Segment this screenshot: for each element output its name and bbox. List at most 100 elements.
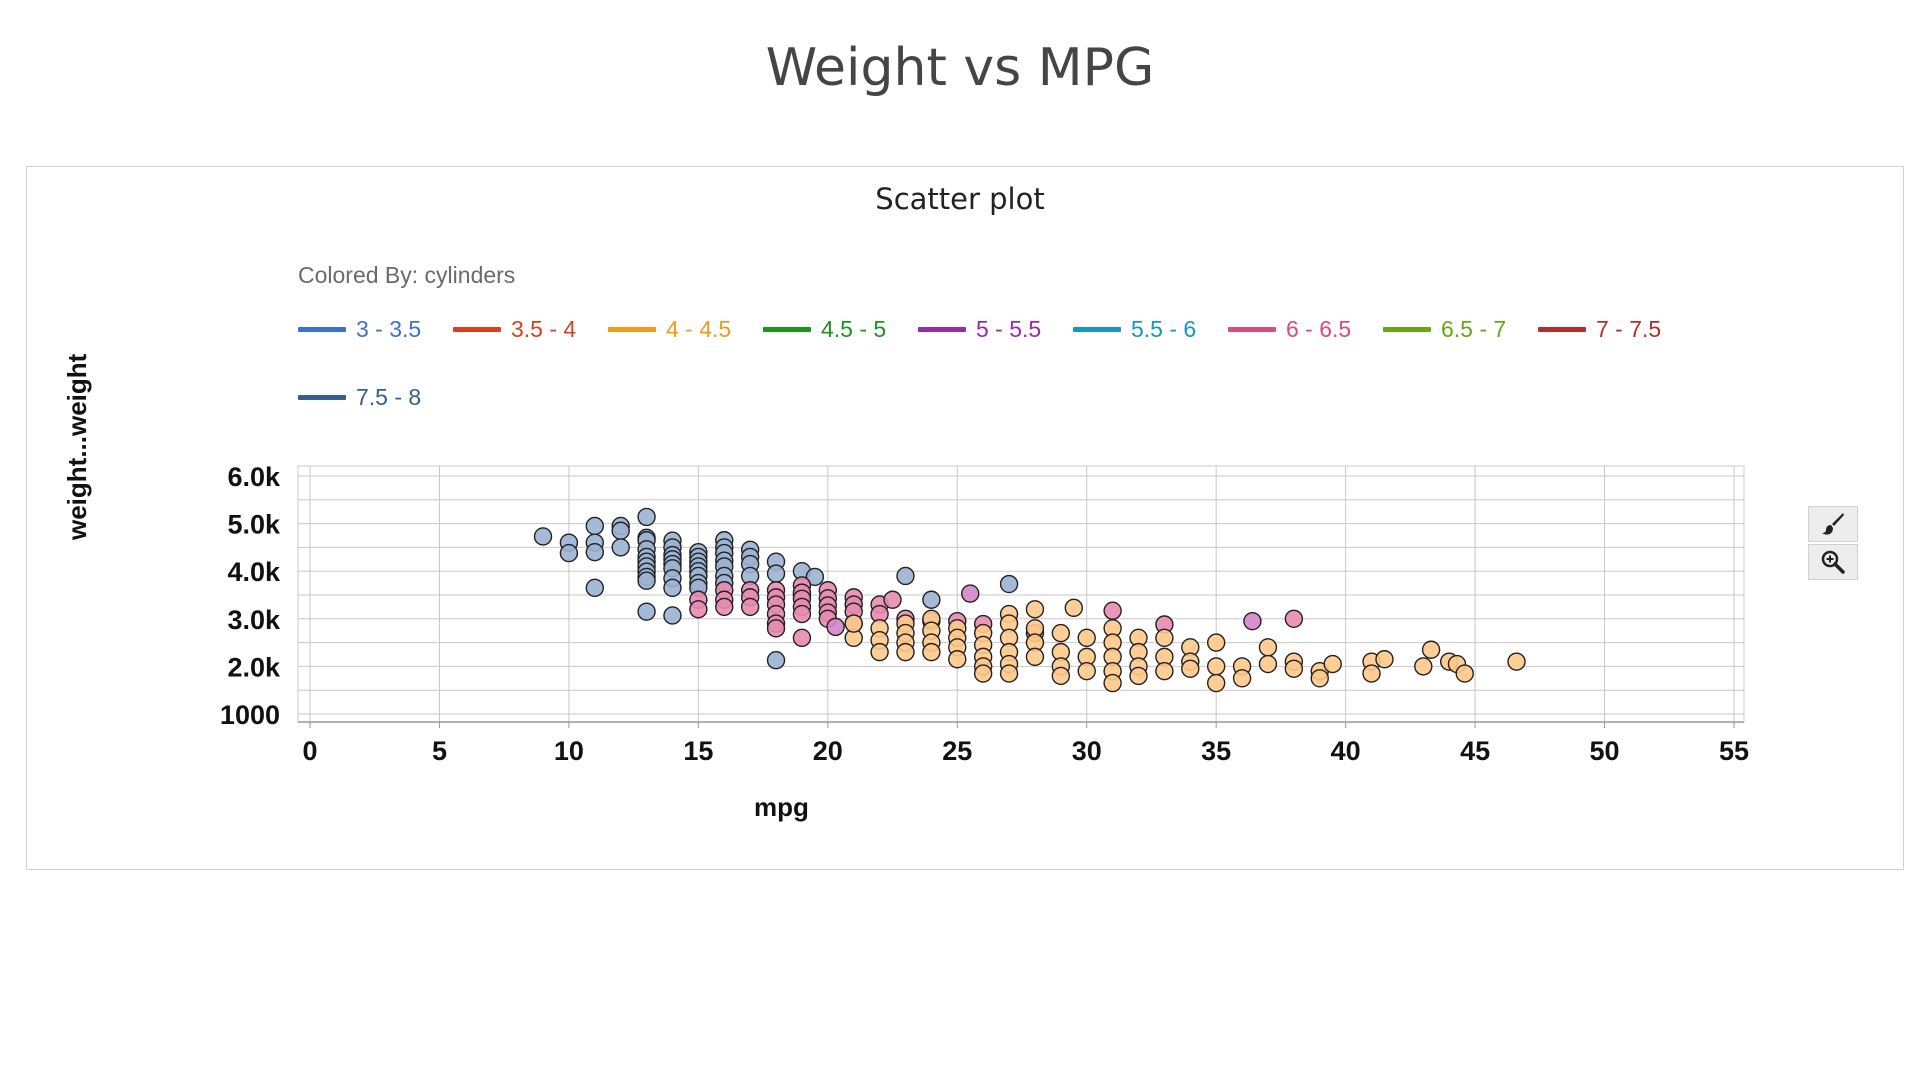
legend-swatch [608,327,656,332]
data-point [999,574,1019,594]
data-point [792,604,812,624]
data-point [585,578,604,598]
legend-label: 4 - 4.5 [666,316,732,342]
data-point [533,527,553,546]
legend-item[interactable]: 5 - 5.5 [918,316,1041,343]
data-point [844,614,863,633]
data-point [1181,659,1200,678]
data-point [999,664,1019,683]
y-tick-label: 3.0k [227,605,281,635]
data-point [1310,669,1329,688]
page-title: Weight vs MPG [765,38,1155,98]
data-point [896,642,915,662]
x-tick-label: 25 [942,736,972,766]
legend-item[interactable]: 7.5 - 8 [298,384,421,411]
legend-swatch [918,327,966,332]
plot-area [297,465,1745,723]
x-tick-label: 5 [432,736,447,766]
data-point [559,543,579,563]
x-tick-label: 0 [302,736,317,766]
data-point [792,628,812,648]
data-point [1206,673,1226,693]
legend-item[interactable]: 7 - 7.5 [1538,316,1661,343]
x-tick-label: 45 [1460,736,1490,766]
data-point [1155,628,1174,648]
chart-toolbar [1808,506,1858,582]
chart-panel [26,166,1904,870]
data-point [1284,659,1304,678]
data-point [1243,611,1262,631]
legend-title: Colored By: cylinders [298,262,516,288]
x-axis-label: mpg [754,792,809,822]
data-point [585,542,604,562]
legend-label: 7.5 - 8 [356,384,422,410]
data-point [611,521,630,540]
legend-item[interactable]: 6.5 - 7 [1383,316,1506,343]
legend-item[interactable]: 6 - 6.5 [1228,316,1351,343]
data-point [766,651,786,670]
points [533,507,1526,693]
legend-swatch [1383,327,1431,332]
legend-label: 3 - 3.5 [356,316,422,342]
legend-label: 7 - 7.5 [1596,316,1662,342]
x-tick-label: 30 [1072,736,1102,766]
grid [297,465,1745,723]
legend-swatch [1228,327,1276,332]
data-point [1206,633,1226,652]
data-point [637,602,656,621]
data-point [1507,652,1526,671]
data-point [1103,673,1122,693]
x-tick-label: 40 [1331,736,1361,766]
data-point [1323,654,1342,674]
data-point [973,664,993,683]
data-point [961,584,980,603]
data-point [1421,640,1441,659]
data-point [1362,664,1381,683]
data-point [1375,650,1394,669]
data-point [1051,623,1071,643]
legend-swatch [763,327,811,332]
legend-swatch [453,327,501,332]
data-point [1025,600,1045,619]
legend-swatch [1538,327,1586,332]
legend-item[interactable]: 5.5 - 6 [1073,316,1196,343]
x-tick-label: 55 [1719,736,1749,766]
data-point [1025,647,1045,667]
data-point [1051,666,1071,686]
legend-swatch [298,327,346,332]
data-point [805,567,825,587]
data-point [611,538,630,557]
zoom-tool-button[interactable] [1808,544,1858,580]
legend-label: 6 - 6.5 [1286,316,1352,342]
data-point [766,564,786,583]
x-tick-label: 10 [554,736,584,766]
data-point [1155,661,1174,681]
legend-item[interactable]: 3.5 - 4 [453,316,576,343]
data-point [766,619,786,638]
data-point [637,571,656,590]
brush-tool-button[interactable] [1808,506,1858,542]
data-point [715,597,734,617]
data-point [585,516,604,536]
data-point [1258,654,1278,674]
legend-item[interactable]: 4.5 - 5 [763,316,886,343]
data-point [826,617,845,637]
legend-label: 6.5 - 7 [1441,316,1507,342]
y-tick-label: 2.0k [227,652,281,682]
data-point [883,590,902,609]
data-point [740,597,760,617]
x-tick-label: 20 [813,736,843,766]
data-point [663,606,682,625]
data-point [1077,661,1096,681]
legend-item[interactable]: 4 - 4.5 [608,316,731,343]
data-point [896,566,915,586]
brush-icon [1822,513,1844,535]
y-tick-label: 1000 [220,700,280,730]
legend-item[interactable]: 3 - 3.5 [298,316,421,343]
data-point [689,600,708,619]
data-point [1258,638,1278,657]
y-tick-label: 6.0k [227,462,281,492]
legend-swatch [1073,327,1121,332]
data-point [1455,664,1474,683]
